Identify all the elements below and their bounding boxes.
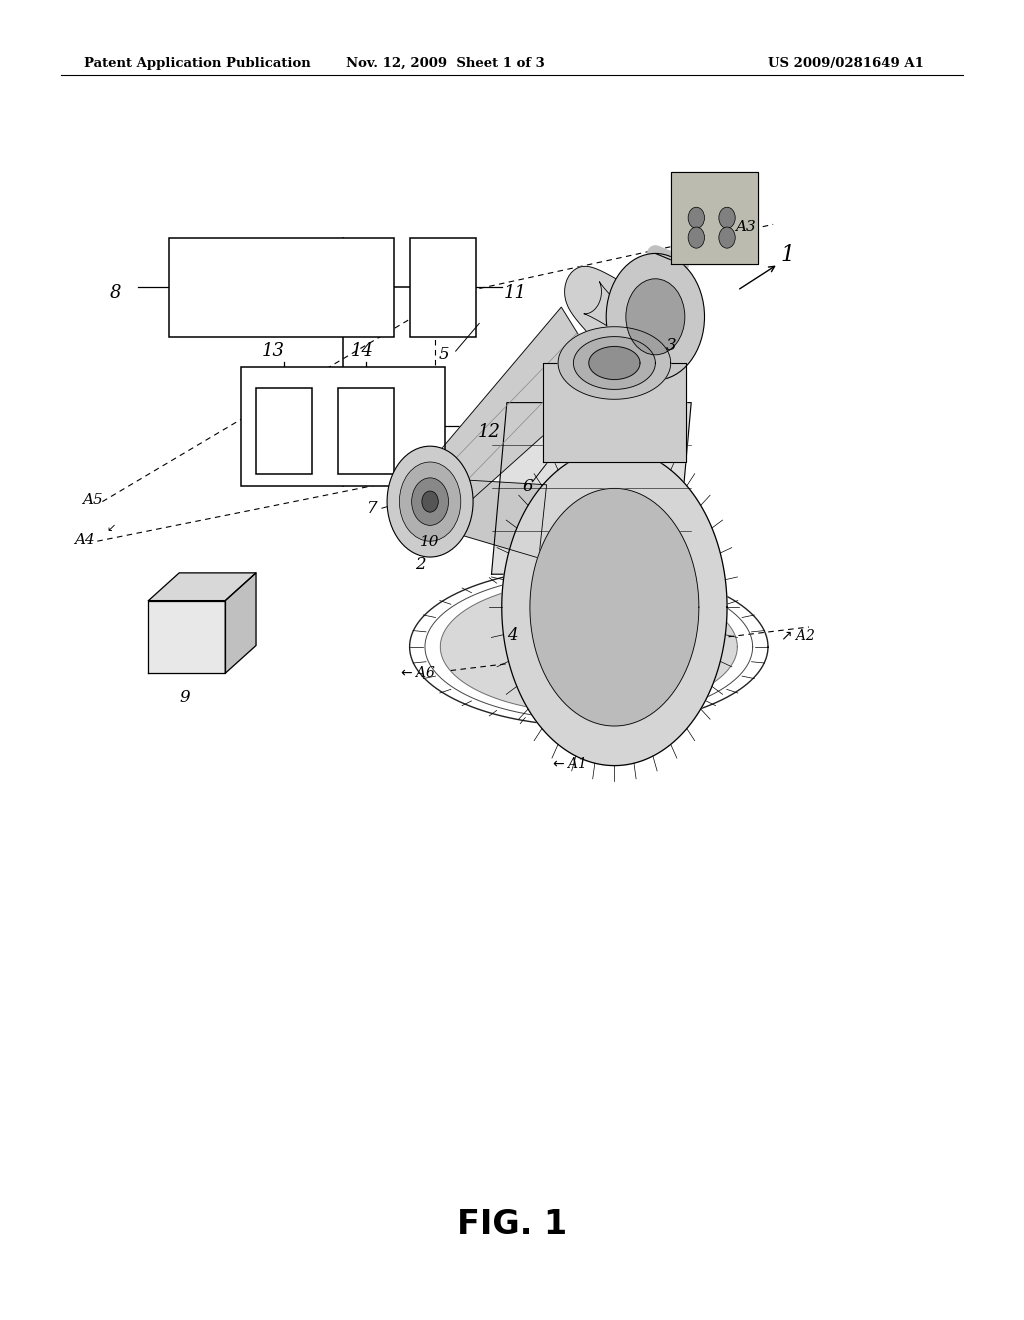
Polygon shape xyxy=(671,172,758,264)
Circle shape xyxy=(412,478,449,525)
Polygon shape xyxy=(440,581,737,713)
Bar xyxy=(410,238,476,337)
Text: 10: 10 xyxy=(420,536,439,549)
Circle shape xyxy=(688,207,705,228)
Circle shape xyxy=(606,253,705,380)
Polygon shape xyxy=(148,573,256,601)
Circle shape xyxy=(626,279,685,355)
Circle shape xyxy=(719,207,735,228)
Polygon shape xyxy=(148,601,225,673)
Text: $\swarrow$: $\swarrow$ xyxy=(104,521,117,533)
Text: 6: 6 xyxy=(522,478,532,495)
Polygon shape xyxy=(543,363,686,462)
Polygon shape xyxy=(575,552,653,663)
Polygon shape xyxy=(564,267,643,348)
Circle shape xyxy=(688,227,705,248)
Text: 8: 8 xyxy=(110,284,121,302)
Text: Patent Application Publication: Patent Application Publication xyxy=(84,57,310,70)
Polygon shape xyxy=(594,578,635,636)
Circle shape xyxy=(399,462,461,541)
Circle shape xyxy=(422,491,438,512)
Polygon shape xyxy=(492,403,691,574)
Text: 13: 13 xyxy=(262,342,285,360)
Text: FIG. 1: FIG. 1 xyxy=(457,1209,567,1241)
Text: 9: 9 xyxy=(179,689,189,706)
Polygon shape xyxy=(530,488,698,726)
Polygon shape xyxy=(589,347,640,379)
Polygon shape xyxy=(573,337,655,389)
Text: $\leftarrow$A6: $\leftarrow$A6 xyxy=(398,665,436,680)
Text: 4: 4 xyxy=(507,627,517,644)
Text: 14: 14 xyxy=(350,342,374,360)
Text: A3: A3 xyxy=(735,220,756,234)
Bar xyxy=(241,367,445,486)
Bar xyxy=(169,238,394,337)
Polygon shape xyxy=(416,308,606,524)
Text: US 2009/0281649 A1: US 2009/0281649 A1 xyxy=(768,57,924,70)
Polygon shape xyxy=(553,520,676,694)
Text: A5: A5 xyxy=(82,494,102,507)
Polygon shape xyxy=(225,573,256,673)
Text: 5: 5 xyxy=(438,346,449,363)
Text: 11: 11 xyxy=(504,284,526,302)
Text: 3: 3 xyxy=(666,337,676,354)
Text: A4: A4 xyxy=(74,533,94,546)
Circle shape xyxy=(387,446,473,557)
Polygon shape xyxy=(428,478,547,558)
Polygon shape xyxy=(558,327,671,399)
Bar xyxy=(338,388,394,474)
Circle shape xyxy=(719,227,735,248)
Text: 7: 7 xyxy=(367,500,377,517)
Text: 2: 2 xyxy=(415,556,425,573)
Text: 12: 12 xyxy=(478,422,501,441)
Text: 1: 1 xyxy=(780,244,795,267)
Bar xyxy=(256,388,312,474)
Text: Nov. 12, 2009  Sheet 1 of 3: Nov. 12, 2009 Sheet 1 of 3 xyxy=(346,57,545,70)
Text: $\nearrow$A2: $\nearrow$A2 xyxy=(778,628,815,643)
Text: $\leftarrow$A1: $\leftarrow$A1 xyxy=(550,756,585,771)
Polygon shape xyxy=(502,449,727,766)
